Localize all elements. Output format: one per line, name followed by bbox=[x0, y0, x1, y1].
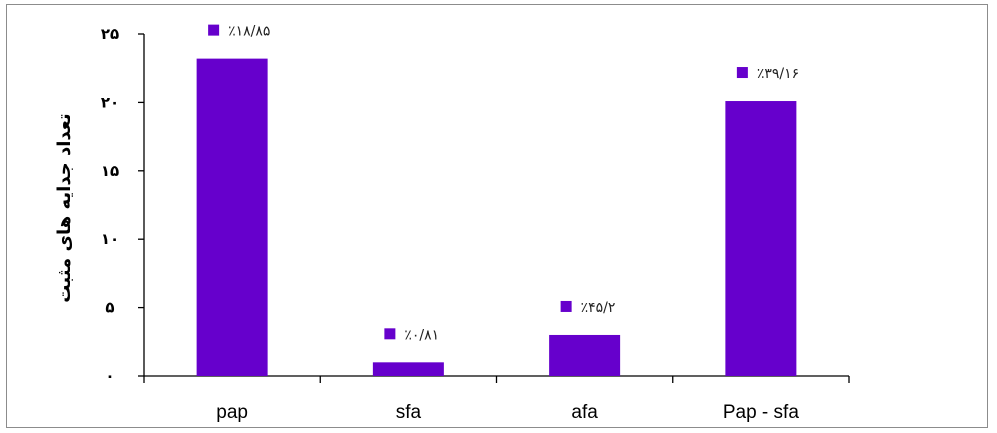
bar bbox=[549, 334, 621, 376]
x-tick-label: pap bbox=[216, 402, 248, 423]
y-tick-label: ۰ bbox=[105, 367, 114, 385]
y-tick-label: ۲۵ bbox=[101, 25, 119, 43]
data-label: ٪۴۵/۲ bbox=[581, 300, 616, 316]
labels: pap ٪۱۸/۸۵ sfa ٪۰/۸۱ afa ٪۴۵/۲ Pap - sfa ٪۳۹/۱۶ bbox=[208, 24, 799, 423]
bar bbox=[196, 58, 268, 377]
y-tick-label: ۱۰ bbox=[101, 230, 119, 248]
legend-marker bbox=[736, 67, 748, 79]
y-axis-label: تعداد جدایه های مثبت bbox=[54, 113, 75, 302]
y-tick-label: ۲۰ bbox=[101, 93, 119, 111]
x-tick-label: sfa bbox=[396, 402, 422, 423]
data-label: ٪۳۹/۱۶ bbox=[757, 66, 799, 82]
y-tick-label: ۱۵ bbox=[101, 162, 119, 180]
bar bbox=[725, 101, 797, 377]
data-label: ٪۱۸/۸۵ bbox=[228, 24, 270, 40]
data-label: ٪۰/۸۱ bbox=[404, 327, 439, 343]
bars bbox=[196, 58, 797, 377]
legend-marker bbox=[384, 328, 396, 340]
legend-marker bbox=[208, 24, 220, 36]
chart-frame bbox=[6, 4, 988, 428]
x-tick-label: afa bbox=[571, 402, 598, 423]
x-tick-label: Pap - sfa bbox=[723, 402, 799, 423]
bar bbox=[372, 362, 444, 376]
y-tick-label: ۵ bbox=[105, 299, 114, 317]
legend-marker bbox=[560, 300, 572, 312]
